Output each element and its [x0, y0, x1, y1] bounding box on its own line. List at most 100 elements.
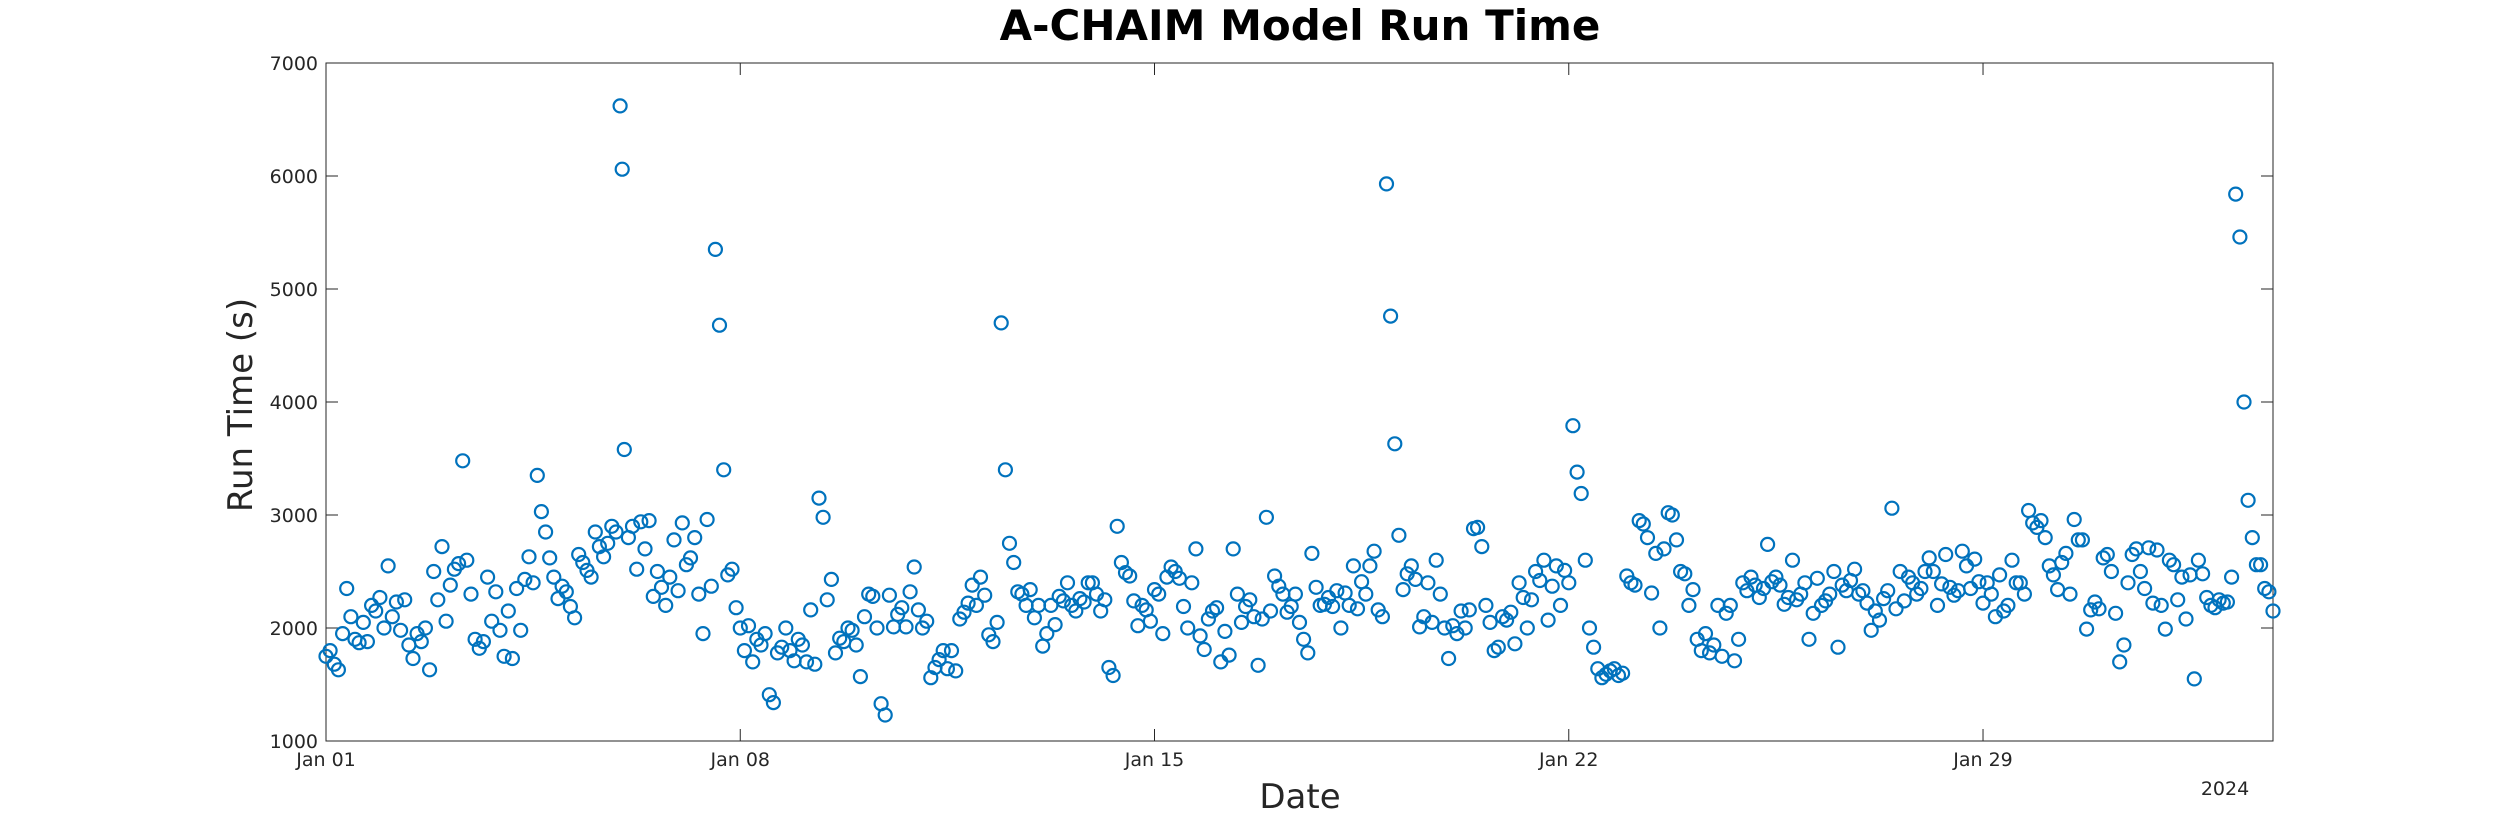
data-point — [1938, 546, 1954, 563]
x-tick-label: Jan 08 — [709, 749, 770, 771]
data-point — [1813, 597, 1830, 614]
data-point — [1710, 597, 1726, 614]
data-point — [1258, 509, 1275, 525]
data-point — [1308, 579, 1324, 595]
data-point — [1648, 545, 1664, 562]
data-point — [475, 633, 491, 650]
data-point — [1772, 577, 1788, 593]
data-point — [807, 656, 823, 672]
data-point — [794, 637, 811, 653]
data-point — [492, 622, 508, 638]
data-point — [1130, 618, 1146, 634]
data-point — [566, 610, 583, 626]
data-point — [2099, 546, 2115, 563]
data-point — [745, 654, 761, 670]
chart-title: A-CHAIM Model Run Time — [1000, 1, 1601, 50]
data-point — [1217, 623, 1233, 640]
data-point — [637, 541, 653, 557]
data-point — [1395, 581, 1411, 598]
data-point — [1378, 176, 1395, 192]
data-points — [318, 98, 2281, 723]
x-tick-label: Jan 15 — [1124, 749, 1185, 771]
data-point — [1917, 563, 1933, 580]
data-point — [844, 622, 860, 638]
y-axis-label: Run Time (s) — [221, 298, 261, 512]
data-point — [488, 584, 504, 600]
data-point — [1242, 592, 1258, 608]
data-point — [484, 613, 500, 629]
data-point — [2120, 575, 2136, 591]
data-point — [2182, 567, 2198, 583]
data-point — [728, 600, 744, 616]
data-point — [455, 453, 471, 469]
data-point — [670, 583, 686, 599]
x-axis-label: Date — [1259, 777, 1340, 817]
data-point — [972, 569, 989, 585]
data-point — [2228, 186, 2244, 202]
data-point — [2004, 552, 2020, 568]
data-point — [629, 561, 645, 577]
data-point — [504, 650, 521, 667]
data-point — [1337, 585, 1353, 601]
data-point — [1366, 543, 1382, 559]
data-point — [1387, 436, 1403, 452]
data-point — [649, 563, 666, 580]
data-point — [1122, 568, 1138, 584]
data-point — [1503, 604, 1519, 620]
data-point — [2178, 611, 2194, 627]
data-point — [1743, 569, 1759, 585]
data-point — [2174, 569, 2190, 585]
data-point — [1954, 543, 1970, 559]
data-point — [1536, 552, 1552, 568]
data-point — [1685, 581, 1701, 598]
data-point — [761, 687, 777, 703]
data-point — [732, 620, 748, 636]
data-point — [467, 631, 483, 647]
data-point — [1353, 574, 1370, 590]
data-point — [529, 467, 545, 483]
data-point — [1540, 612, 1556, 628]
data-point — [2261, 584, 2277, 600]
data-point — [1664, 507, 1680, 523]
data-point — [852, 668, 869, 685]
data-point — [372, 589, 388, 606]
data-point — [2232, 229, 2248, 245]
data-point — [956, 604, 972, 620]
data-point — [1701, 645, 1718, 661]
data-point — [616, 441, 632, 458]
data-point — [1888, 601, 1904, 617]
data-point — [1867, 603, 1883, 619]
data-point — [1573, 485, 1589, 502]
data-point — [985, 633, 1001, 650]
data-point — [1668, 532, 1685, 548]
data-point — [1494, 609, 1511, 625]
data-point — [1962, 580, 1979, 597]
year-label: 2024 — [2201, 778, 2249, 800]
data-point — [351, 635, 367, 651]
data-point — [1652, 620, 1668, 636]
data-point — [653, 579, 670, 595]
data-point — [1631, 512, 1647, 529]
data-point — [1490, 639, 1506, 655]
plot-axes: Jan 01 Jan 08 Jan 15 Jan 22 Jan 29 1000 2000 30… — [270, 53, 2274, 771]
data-point — [1933, 576, 1950, 592]
data-point — [1958, 558, 1975, 574]
data-point — [1287, 586, 1304, 602]
data-point — [1946, 587, 1962, 603]
data-point — [1262, 603, 1279, 619]
data-point — [1146, 581, 1163, 598]
data-point — [2070, 532, 2086, 548]
data-point — [1697, 625, 1714, 642]
data-point — [2066, 511, 2082, 528]
data-point — [977, 587, 993, 603]
data-point — [1851, 586, 1867, 602]
data-point — [931, 651, 947, 668]
data-point — [1329, 583, 1345, 599]
data-point — [1830, 639, 1846, 655]
data-point — [869, 620, 885, 636]
data-point — [1681, 597, 1697, 614]
data-point — [1884, 500, 1900, 516]
data-point — [819, 592, 835, 608]
data-point — [1971, 574, 1987, 590]
